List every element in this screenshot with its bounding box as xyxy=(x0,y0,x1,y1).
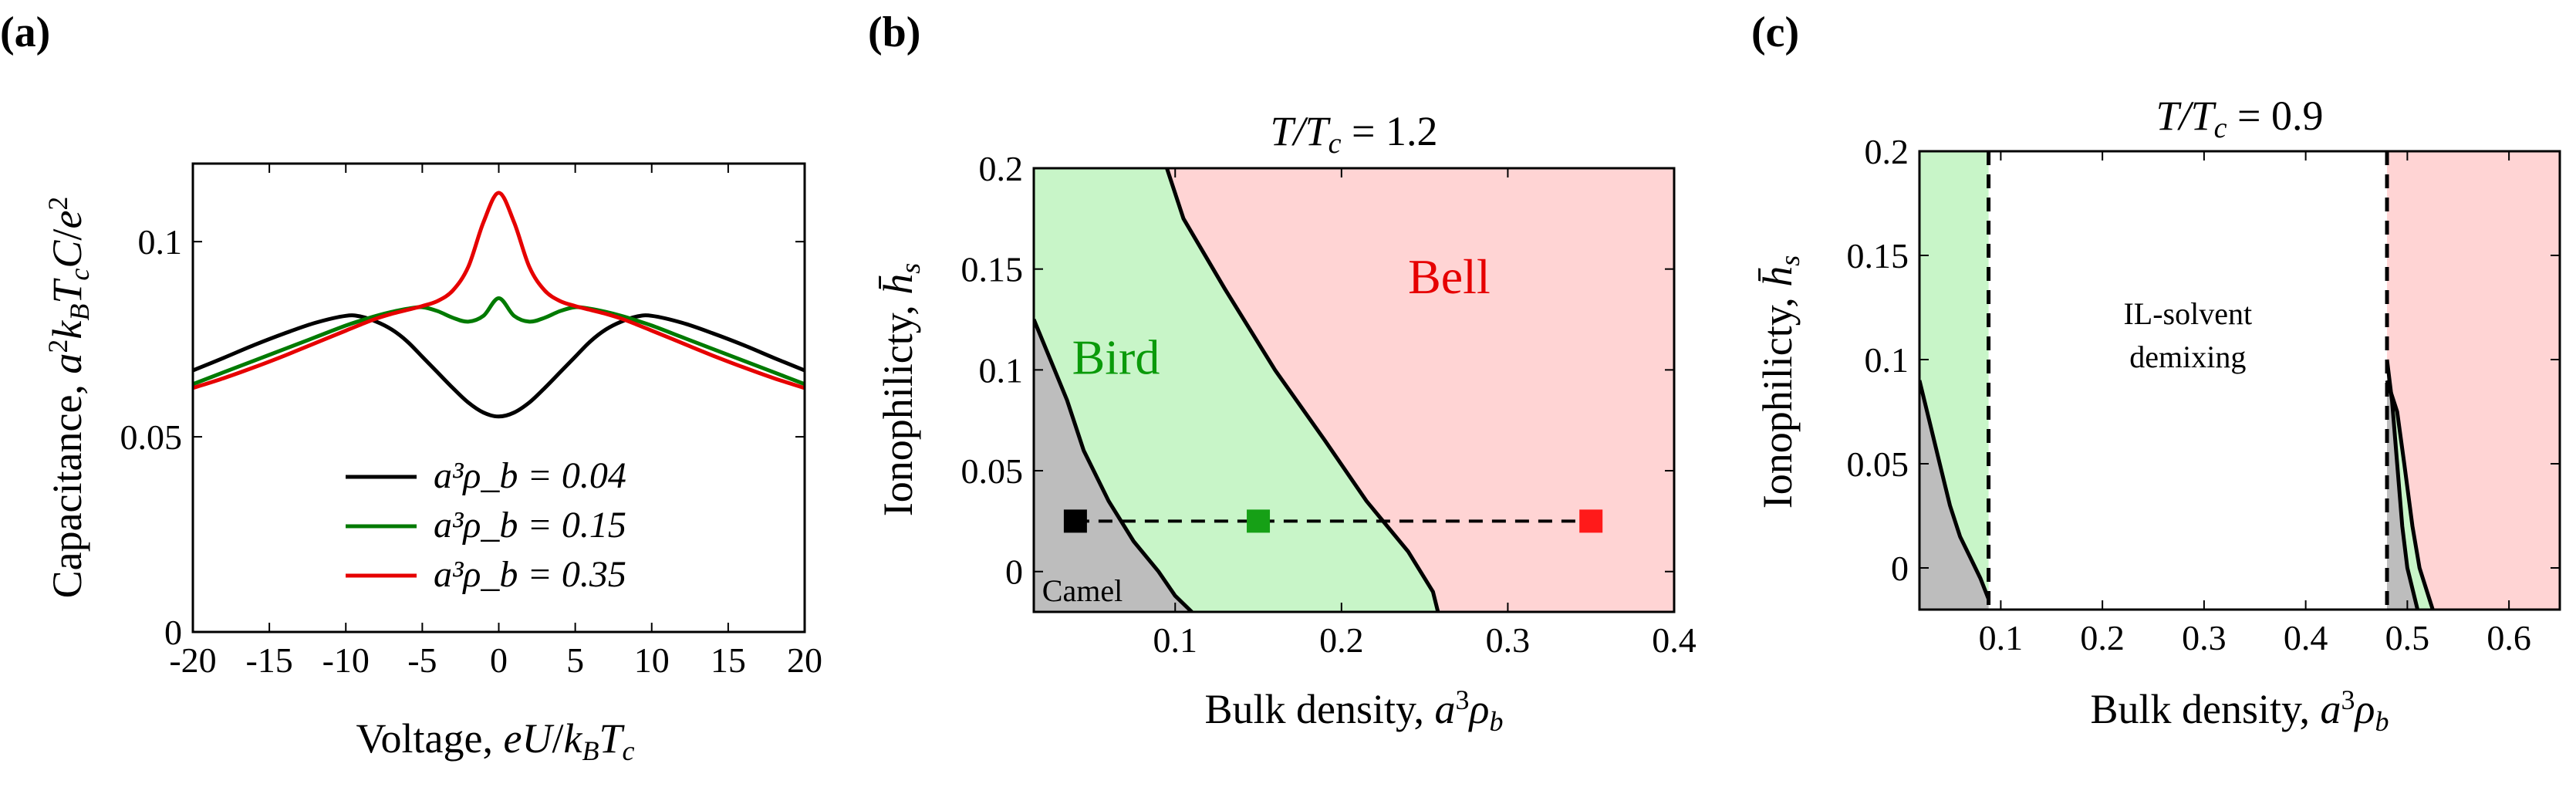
boundary-left-camel-bird xyxy=(1919,380,1990,600)
panel-b-regions xyxy=(1034,168,1674,612)
panel-c-ytick-label: 0.05 xyxy=(1847,444,1909,484)
panel-c-label: (c) xyxy=(1751,8,1799,56)
panel-b-ytick-label: 0.2 xyxy=(979,149,1024,188)
boundary-right-bird-bell xyxy=(2385,380,2435,610)
panel-c-ytick-label: 0 xyxy=(1891,549,1909,588)
panel-b-xtick-label: 0.2 xyxy=(1319,620,1364,660)
panel-b-ticks: 0.1 0.2 0.3 0.4 0 0.05 0.1 0.15 0.2 xyxy=(961,149,1697,660)
series-line-2 xyxy=(193,191,805,390)
boundary-camel-bird xyxy=(1034,319,1193,612)
panel-b-xtick-label: 0.3 xyxy=(1486,620,1531,660)
panel-c-xlabel: Bulk density, a3ρb xyxy=(2091,684,2389,737)
panel-b-ytick-label: 0.1 xyxy=(979,350,1024,390)
panel-c-ytick-label: 0.1 xyxy=(1865,340,1909,380)
panel-a-ylabel: Capacitance, a2kBTcC/e2 xyxy=(42,197,95,599)
panel-a-ytick-label: 0 xyxy=(164,613,182,652)
svg-text:Capacitance, a2kBTcC/e2: Capacitance, a2kBTcC/e2 xyxy=(42,197,95,599)
panel-b: (b) T/Tc = 1.2 0.1 0.2 0.3 0.400.050.10.150… xyxy=(868,8,1697,737)
panel-a-ytick-label: 0.05 xyxy=(120,417,183,457)
panel-a-xtick-label: -5 xyxy=(407,640,437,680)
legend-entry-0: a³ρ_b = 0.04 xyxy=(434,455,626,496)
region-label-demixing-line1: IL-solvent xyxy=(2123,296,2252,331)
svg-text:Ionophilicty, h̄s: Ionophilicty, h̄s xyxy=(1754,255,1805,508)
region-label-bell: Bell xyxy=(1408,249,1491,304)
svg-text:Ionophilicty, h̄s: Ionophilicty, h̄s xyxy=(875,263,926,516)
region-label-demixing-line2: demixing xyxy=(2129,340,2246,374)
boundary-bird-bell xyxy=(1165,168,1440,612)
region-camel xyxy=(1034,319,1192,612)
legend-entry-1: a³ρ_b = 0.15 xyxy=(434,505,626,546)
marker-1 xyxy=(1247,509,1271,533)
marker-0 xyxy=(1063,509,1087,533)
panel-c-ytick-label: 0.15 xyxy=(1847,236,1909,275)
panel-a-axes-box xyxy=(191,162,806,634)
panel-a-xlabel: Voltage, eU/kBTc xyxy=(356,715,635,766)
panel-c-xtick-label: 0.2 xyxy=(2080,618,2125,657)
panel-a-xtick-label: 20 xyxy=(787,640,822,680)
panel-a-xtick-label: -20 xyxy=(169,640,216,680)
panel-a-xtick-label: 10 xyxy=(634,640,670,680)
panel-c-ticks: 0.1 0.2 0.3 0.4 0.5 0.6 0 0.05 0.1 0.15 0.2 xyxy=(1847,132,2560,657)
panel-c-xtick-label: 0.3 xyxy=(2182,618,2227,657)
panel-a-xtick-label: 0 xyxy=(490,640,508,680)
panel-a: (a) -20 -15 -10 -5 0 5 10 15 20 0 0.05 0.1 Voltage,… xyxy=(0,8,822,766)
panel-a-ticks: -20 -15 -10 -5 0 5 10 15 20 0 0.05 0.1 xyxy=(120,164,822,680)
panel-b-title: T/Tc = 1.2 xyxy=(1271,108,1438,160)
panel-c-xtick-label: 0.5 xyxy=(2385,618,2430,657)
panel-a-legend: a³ρ_b = 0.04 a³ρ_b = 0.15 a³ρ_b = 0.35 xyxy=(346,455,626,595)
panel-c-xtick-label: 0.6 xyxy=(2487,618,2531,657)
region-camel-right xyxy=(2387,360,2418,610)
region-label-bird: Bird xyxy=(1072,329,1160,384)
panel-c-ytick-label: 0.2 xyxy=(1865,132,1909,171)
marker-2 xyxy=(1579,509,1603,533)
region-bell-right xyxy=(2387,151,2560,610)
panel-a-label: (a) xyxy=(0,8,50,56)
legend-entry-2: a³ρ_b = 0.35 xyxy=(434,554,626,595)
panel-b-ylabel: Ionophilicty, h̄s xyxy=(875,263,926,516)
panel-c-regions xyxy=(1919,151,2560,610)
panel-c: (c) T/Tc = 0.9 0.1 0.2 0.3 0.4 0.5 0.600.050.… xyxy=(1751,8,2561,737)
panel-a-xtick-label: 5 xyxy=(566,640,584,680)
panel-c-ylabel: Ionophilicty, h̄s xyxy=(1754,255,1805,508)
panel-a-series xyxy=(193,191,805,419)
panel-c-title: T/Tc = 0.9 xyxy=(2156,93,2324,144)
panel-a-xtick-label: -15 xyxy=(245,640,292,680)
panel-c-axes-box xyxy=(1918,150,2561,611)
region-bird xyxy=(1034,168,1438,612)
region-label-camel: Camel xyxy=(1042,573,1123,608)
panel-a-ytick-label: 0.1 xyxy=(138,222,183,262)
series-line-1 xyxy=(193,296,805,387)
panel-b-ytick-label: 0.05 xyxy=(961,451,1024,491)
panel-b-ytick-label: 0 xyxy=(1005,552,1023,592)
panel-b-xtick-label: 0.4 xyxy=(1652,620,1697,660)
panel-b-xlabel: Bulk density, a3ρb xyxy=(1205,684,1504,737)
panel-a-xtick-label: -10 xyxy=(322,640,370,680)
panel-b-label: (b) xyxy=(868,8,920,56)
panel-b-ytick-label: 0.15 xyxy=(961,250,1024,289)
panel-b-axes-box xyxy=(1032,167,1676,613)
panel-c-xtick-label: 0.1 xyxy=(1979,618,2024,657)
panel-a-xtick-label: 15 xyxy=(711,640,746,680)
panel-c-xtick-label: 0.4 xyxy=(2284,618,2328,657)
panel-b-xtick-label: 0.1 xyxy=(1153,620,1197,660)
series-line-0 xyxy=(193,313,805,419)
region-camel-left xyxy=(1919,380,1989,610)
